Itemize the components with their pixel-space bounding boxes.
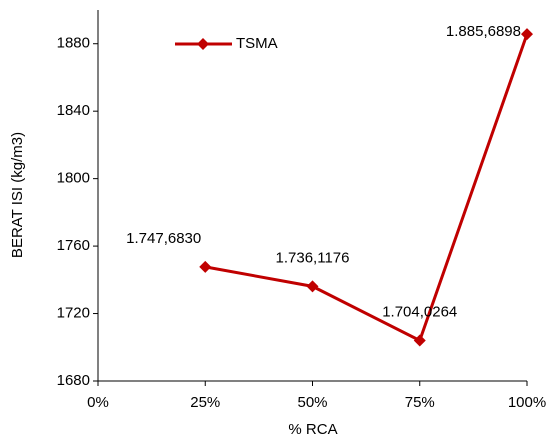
data-label: 1.736,1176	[276, 249, 350, 266]
x-tick-label: 50%	[297, 394, 327, 411]
y-tick-label: 1680	[57, 372, 90, 389]
y-axis-label: BERAT ISI (kg/m3)	[9, 132, 26, 258]
y-tick-label: 1720	[57, 305, 90, 322]
x-tick-label: 75%	[405, 394, 435, 411]
data-label: 1.704,0264	[382, 303, 457, 320]
x-tick-label: 100%	[508, 394, 546, 411]
point	[199, 260, 212, 273]
x-tick-label: 25%	[190, 394, 220, 411]
point	[521, 28, 533, 41]
line	[204, 33, 529, 343]
legend-label: TSMA	[236, 35, 278, 52]
data-label: 1.747,6830	[126, 230, 201, 247]
legend-marker	[197, 38, 209, 50]
y-tick-label: 1800	[57, 170, 90, 187]
x-axis-label: % RCA	[288, 421, 337, 438]
point	[413, 334, 426, 347]
x-tick-label: 0%	[87, 394, 109, 411]
data-label: 1.885,6898	[446, 23, 521, 40]
point	[306, 280, 319, 293]
y-tick-label: 1840	[57, 102, 90, 119]
y-tick-label: 1880	[57, 35, 90, 52]
y-tick-label: 1760	[57, 237, 90, 254]
